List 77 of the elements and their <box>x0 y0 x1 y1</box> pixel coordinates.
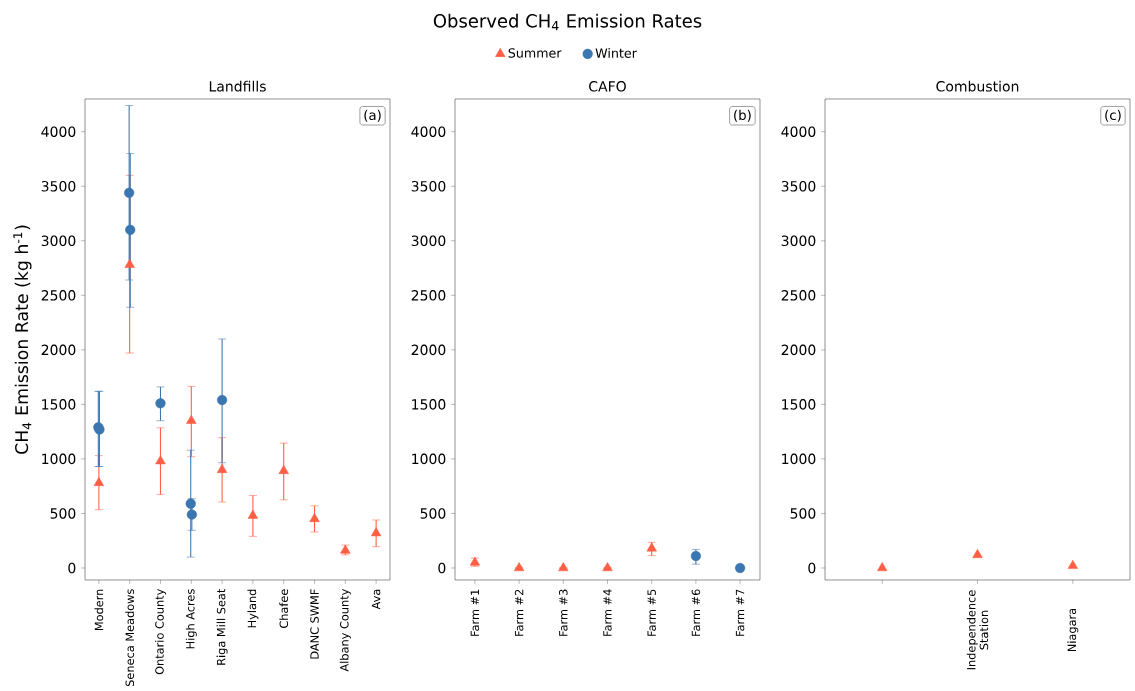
text: Observed CH$_{4}$ Emission Rates <box>433 13 702 31</box>
y-tick-label: 3500 <box>781 180 816 192</box>
chart-title: Landfills <box>209 80 266 92</box>
point <box>216 463 228 473</box>
y-tick-label: 2000 <box>781 344 816 356</box>
x-tick-label: DANC SWMF <box>310 589 319 659</box>
x-tick-label: Modern <box>94 589 104 630</box>
y-tick-label: 500 <box>50 508 76 519</box>
y-tick-label: 3000 <box>41 235 76 246</box>
y-tick-label: 3500 <box>411 180 446 192</box>
point <box>735 562 746 573</box>
point <box>125 224 136 235</box>
point <box>124 258 135 268</box>
x-tick-label: Farm #6 <box>691 589 701 636</box>
y-tick-label: 2000 <box>411 344 446 356</box>
x-tick-label: Farm #3 <box>559 589 568 636</box>
point <box>217 394 228 405</box>
x-tick-label: Hyland <box>247 589 259 628</box>
y-tick-label: 4000 <box>41 126 76 137</box>
y-tick-label: 3000 <box>781 235 816 246</box>
point <box>247 509 259 519</box>
chart-title: CAFO <box>589 80 626 92</box>
x-tick-label: Independence Station <box>966 590 989 670</box>
y-tick-label: 500 <box>420 508 446 519</box>
legend-label: Winter <box>595 47 637 58</box>
point <box>309 512 320 522</box>
x-tick-label: Farm #5 <box>647 589 656 636</box>
y-tick-label: 3000 <box>411 235 446 246</box>
y-tick-label: 3500 <box>41 180 76 192</box>
legend-label: Summer <box>508 48 562 58</box>
y-tick-label: 1500 <box>42 398 76 410</box>
x-tick-label: Niagara <box>1067 608 1079 651</box>
y-tick-label: 0 <box>438 562 446 574</box>
y-tick-label: 2500 <box>411 289 446 301</box>
y-tick-label: 2500 <box>41 289 76 301</box>
y-tick-label: 0 <box>68 562 76 574</box>
point <box>185 498 196 509</box>
point <box>186 414 197 424</box>
y-tick-label: 1500 <box>412 398 446 410</box>
x-tick-label: Chafee <box>279 589 289 628</box>
point <box>690 550 701 561</box>
point <box>558 562 569 571</box>
y-tick-label: 2000 <box>41 344 76 356</box>
y-tick-label: 500 <box>790 508 816 519</box>
x-tick-label: Albany County <box>339 588 351 672</box>
x-tick-label: Farm #1 <box>470 589 480 636</box>
x-tick-label: Farm #2 <box>514 589 524 636</box>
y-tick-label: 1000 <box>412 453 446 465</box>
annotation: (b) <box>734 109 751 122</box>
y-tick-label: 4000 <box>781 126 816 137</box>
y-tick-label: 2500 <box>781 289 816 301</box>
annotation: (a) <box>364 109 381 122</box>
x-tick-label: Farm #4 <box>603 589 612 636</box>
y-axis-title: CH$_{4}$ Emission Rate (kg h$^{-1}$) <box>13 225 32 454</box>
point <box>155 455 166 465</box>
point <box>93 476 104 486</box>
y-tick-label: 0 <box>808 562 816 574</box>
x-tick-label: Farm #7 <box>735 589 745 636</box>
y-tick-label: 1000 <box>42 453 76 465</box>
y-tick-label: 4000 <box>411 126 446 137</box>
point <box>602 562 613 571</box>
y-tick-label: 1500 <box>782 398 816 410</box>
y-tick-label: 1000 <box>782 453 816 465</box>
point <box>124 187 135 198</box>
annotation: (c) <box>1105 109 1121 122</box>
x-tick-label: Seneca Meadows <box>125 589 135 686</box>
x-tick-label: High Acres <box>185 589 197 649</box>
x-tick-label: Ontario County <box>155 588 166 675</box>
point <box>278 464 289 474</box>
chart-title: Combustion <box>936 80 1019 92</box>
point <box>646 542 657 552</box>
x-tick-label: Ava <box>371 589 381 610</box>
point <box>371 527 382 537</box>
x-tick-label: Riga Mill Seat <box>216 588 228 665</box>
point <box>186 509 197 520</box>
point <box>155 398 166 409</box>
point <box>513 562 525 571</box>
